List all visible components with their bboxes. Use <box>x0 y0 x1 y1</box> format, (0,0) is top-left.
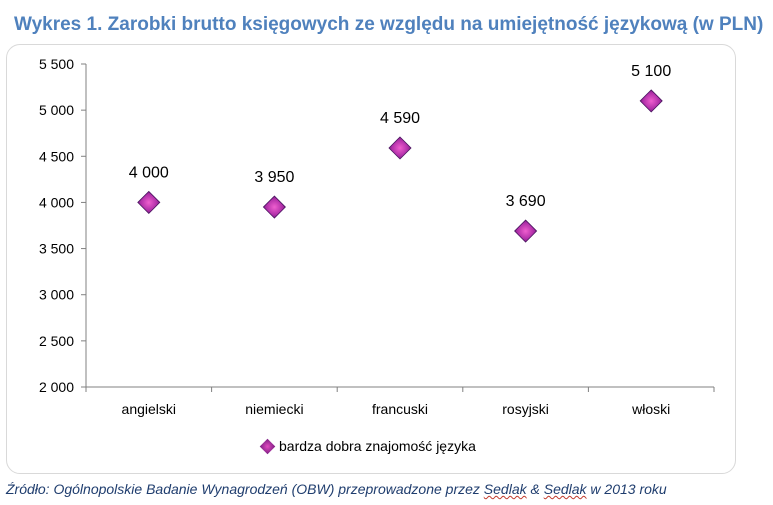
data-points <box>137 89 663 243</box>
x-tick-label: francuski <box>372 401 428 417</box>
data-label: 5 100 <box>631 63 671 80</box>
source-name-2: Sedlak <box>543 481 587 497</box>
source-name-1: Sedlak <box>483 481 527 497</box>
source-prefix: Źródło: Ogólnopolskie Badanie Wynagrodze… <box>6 481 484 497</box>
chart-frame <box>6 44 736 474</box>
y-tick-label: 4 500 <box>39 148 74 164</box>
legend-label: bardza dobra znajomość języka <box>279 438 476 454</box>
x-tick-labels: angielski niemiecki francuski rosyjski włosk… <box>85 387 715 417</box>
chart-title: Wykres 1. Zarobki brutto księgowych ze w… <box>14 14 764 35</box>
x-tick-label: rosyjski <box>502 401 549 417</box>
data-point-marker <box>514 219 538 243</box>
y-tick-label: 3 500 <box>39 241 74 257</box>
y-tick-label: 4 000 <box>39 194 74 210</box>
x-tick-label: niemiecki <box>245 401 303 417</box>
y-tick-label: 2 000 <box>39 379 74 395</box>
source-amp: & <box>526 481 544 497</box>
data-point-marker <box>639 89 663 113</box>
data-point-marker <box>137 190 161 214</box>
legend-marker-icon <box>259 438 276 454</box>
y-tick-labels: 2 000 2 500 3 000 3 500 4 000 4 500 5 000 5 500 <box>39 56 86 395</box>
data-point-marker <box>388 136 412 160</box>
y-tick-label: 2 500 <box>39 333 74 349</box>
data-label: 4 000 <box>129 164 169 181</box>
data-label: 4 590 <box>380 110 420 127</box>
data-label: 3 950 <box>254 169 294 186</box>
legend: bardza dobra znajomość języka <box>259 438 476 454</box>
y-tick-label: 5 500 <box>39 56 74 72</box>
source-suffix: w 2013 roku <box>586 481 667 497</box>
x-tick-label: włoski <box>631 401 670 417</box>
data-point-marker <box>262 195 286 219</box>
x-tick-label: angielski <box>122 401 176 417</box>
data-label: 3 690 <box>506 193 546 210</box>
y-tick-label: 5 000 <box>39 102 74 118</box>
source-note: Źródło: Ogólnopolskie Badanie Wynagrodze… <box>6 481 667 497</box>
data-labels: 4 000 3 950 4 590 3 690 5 100 <box>129 63 672 210</box>
axes <box>85 64 714 388</box>
y-tick-label: 3 000 <box>39 287 74 303</box>
